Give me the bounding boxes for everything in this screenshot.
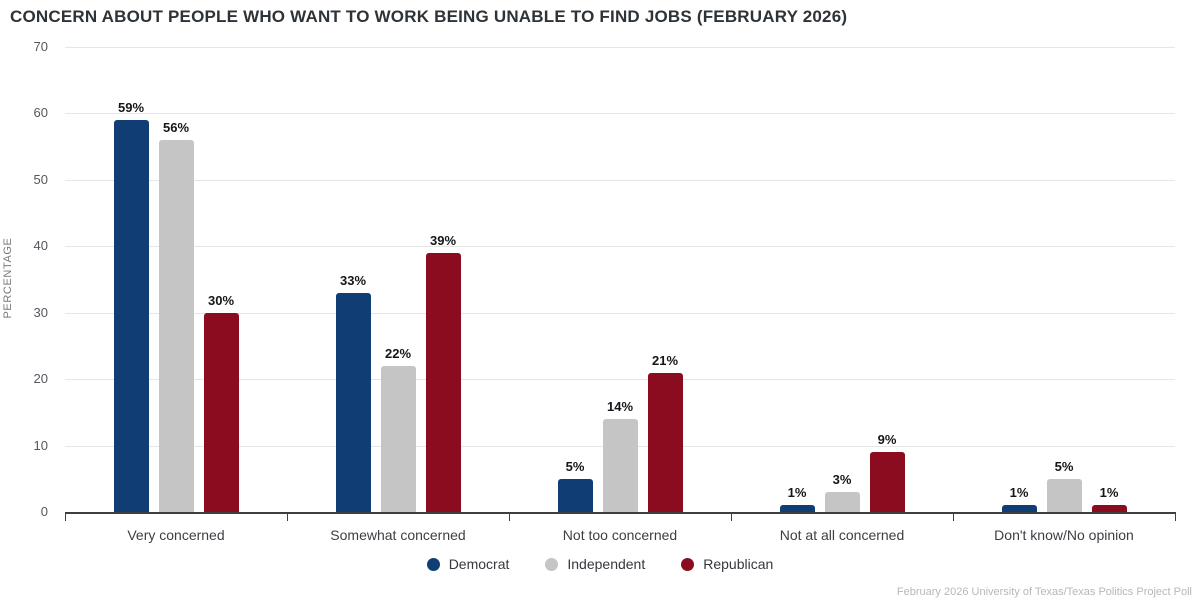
legend: Democrat Independent Republican: [0, 556, 1200, 572]
gridline-60: [65, 113, 1175, 115]
legend-label: Democrat: [448, 556, 510, 572]
bar-democrat: [779, 505, 815, 512]
bar-group: 1% 5% 1% Don't know/No opinion: [953, 47, 1175, 543]
bar-independent: [1046, 478, 1082, 512]
bar-republican: [869, 452, 905, 512]
category-label: Somewhat concerned: [330, 527, 466, 543]
bar-democrat: [335, 292, 371, 512]
bar-value-label: 3%: [832, 472, 852, 488]
x-axis-tick: [953, 512, 954, 521]
y-tick-label-10: 10: [33, 437, 48, 453]
source-credit: February 2026 University of Texas/Texas …: [896, 586, 1192, 598]
bar-republican: [425, 252, 461, 512]
bar-value-label: 33%: [339, 272, 367, 288]
legend-item-republican: Republican: [681, 556, 773, 572]
y-tick-label-60: 60: [33, 105, 48, 121]
bar-value-label: 5%: [565, 458, 585, 474]
bar-independent: [602, 419, 638, 512]
bar-republican: [647, 372, 683, 512]
bar-value-label: 9%: [877, 432, 897, 448]
bar-democrat: [1001, 505, 1037, 512]
bar-republican: [203, 312, 239, 512]
category-label: Not at all concerned: [779, 527, 905, 543]
x-axis-tick: [731, 512, 732, 521]
legend-item-democrat: Democrat: [426, 556, 510, 572]
gridline-20: [65, 379, 1175, 381]
x-axis-tick: [287, 512, 288, 521]
legend-dot-icon: [681, 557, 695, 571]
bar-value-label: 59%: [117, 100, 145, 116]
legend-label: Republican: [703, 556, 774, 572]
gridline-50: [65, 179, 1175, 181]
bar-independent: [824, 492, 860, 512]
bar-group: 5% 14% 21% Not too concerned: [509, 47, 731, 543]
category-label: Not too concerned: [562, 527, 678, 543]
category-label: Don't know/No opinion: [994, 527, 1134, 543]
bar-democrat: [113, 120, 149, 512]
y-tick-label-20: 20: [33, 371, 48, 387]
bar-value-label: 1%: [787, 485, 807, 501]
plot-area: 59% 56% 30% Very concerned 33% 22% 39% Somewhat…: [65, 47, 1176, 543]
gridline-70: [65, 47, 1175, 48]
bar-republican: [1091, 505, 1127, 512]
legend-dot-icon: [545, 557, 559, 571]
bar-value-label: 56%: [162, 120, 190, 135]
gridline-30: [65, 312, 1175, 314]
y-tick-label-0: 0: [40, 504, 48, 519]
bar-value-label: 1%: [1099, 485, 1119, 501]
x-axis-tick: [1175, 512, 1176, 521]
x-axis-tick: [509, 512, 510, 521]
bar-value-label: 5%: [1054, 458, 1074, 474]
bar-value-label: 30%: [207, 292, 235, 308]
legend-label: Independent: [567, 556, 646, 572]
bar-value-label: 1%: [1009, 485, 1029, 501]
legend-dot-icon: [426, 557, 440, 571]
x-axis-tick: [65, 512, 66, 521]
bar-group: 33% 22% 39% Somewhat concerned: [287, 47, 509, 543]
bar-value-label: 14%: [606, 399, 634, 414]
legend-item-independent: Independent: [545, 556, 645, 572]
y-tick-label-40: 40: [33, 238, 48, 254]
chart-title: CONCERN ABOUT PEOPLE WHO WANT TO WORK BE…: [10, 7, 848, 26]
category-label: Very concerned: [127, 527, 225, 543]
bar-independent: [380, 365, 416, 512]
y-tick-label-70: 70: [33, 39, 48, 54]
bar-independent: [158, 140, 194, 512]
bar-value-label: 21%: [651, 352, 679, 368]
x-axis-line: [65, 512, 1175, 514]
bar-value-label: 39%: [429, 232, 457, 248]
y-tick-label-30: 30: [33, 304, 48, 320]
bar-democrat: [557, 478, 593, 512]
bar-group: 1% 3% 9% Not at all concerned: [731, 47, 953, 543]
bar-group: 59% 56% 30% Very concerned: [65, 47, 287, 543]
y-tick-label-50: 50: [33, 171, 48, 187]
bar-value-label: 22%: [384, 345, 412, 361]
gridline-40: [65, 246, 1175, 248]
